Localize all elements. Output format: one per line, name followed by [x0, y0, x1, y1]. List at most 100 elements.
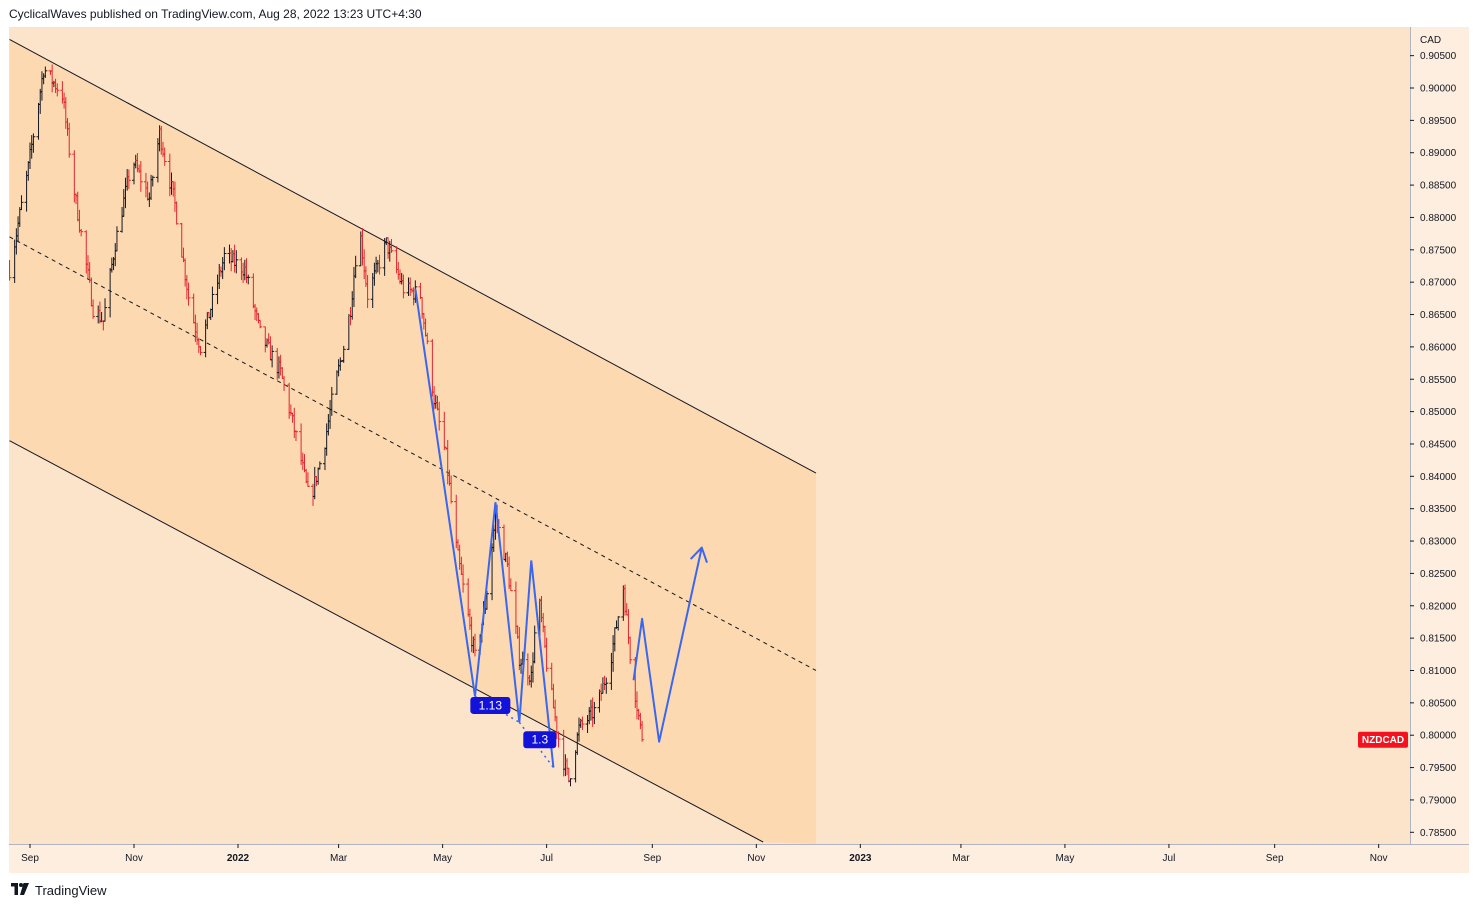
- ohlc-bar: [270, 345, 275, 368]
- tradingview-logo-icon: [11, 883, 29, 895]
- y-tick-label: 0.79000: [1420, 795, 1457, 806]
- wave-pattern-line: [414, 288, 555, 768]
- x-tick-label: Nov: [125, 853, 143, 864]
- x-tick-label: Sep: [1266, 853, 1284, 864]
- x-tick-label: May: [433, 853, 452, 864]
- ohlc-bar: [186, 282, 191, 306]
- ohlc-bar: [484, 590, 489, 610]
- ohlc-bar: [389, 238, 394, 253]
- ohlc-bar: [640, 720, 645, 742]
- y-tick-label: 0.88000: [1420, 213, 1457, 224]
- fib-label-box: [470, 696, 511, 714]
- fib-label: 1.3: [523, 731, 557, 749]
- y-tick-label: 0.79500: [1420, 763, 1457, 774]
- ohlc-bar: [604, 677, 609, 694]
- y-tick-label: 0.82000: [1420, 601, 1457, 612]
- chart-area[interactable]: 1.13 1.3 CAD 0.90500 0.90000 0.89500 0.89000 0.…: [9, 27, 1469, 873]
- footer-brand-label: TradingView: [35, 882, 107, 898]
- ohlc-bar: [556, 731, 561, 748]
- ohlc-bar: [449, 475, 454, 504]
- projection-path-line: [632, 547, 703, 743]
- y-tick-label: 0.84000: [1420, 472, 1457, 483]
- y-tick-label: 0.87000: [1420, 278, 1457, 289]
- ohlc-bar: [9, 259, 12, 281]
- ohlc-bar: [222, 247, 227, 271]
- ohlc-bar: [258, 319, 263, 329]
- ohlc-bar: [473, 633, 478, 657]
- ohlc-bar: [282, 375, 287, 391]
- ohlc-bar: [377, 254, 382, 275]
- x-tick-label: 2023: [849, 853, 872, 864]
- ohlc-bar: [126, 169, 131, 190]
- ohlc-bar: [532, 625, 537, 664]
- ohlc-bar: [580, 716, 585, 731]
- ohlc-bar: [114, 226, 119, 252]
- ohlc-bar: [79, 228, 84, 237]
- y-tick-label: 0.90000: [1420, 84, 1457, 95]
- ohlc-bar: [317, 461, 322, 470]
- y-tick-label: 0.90500: [1420, 51, 1457, 62]
- ohlc-bar: [592, 701, 597, 725]
- ohlc-bar: [353, 255, 358, 279]
- x-tick-label: Nov: [1370, 853, 1388, 864]
- symbol-price-badge: NZDCAD: [1358, 731, 1408, 748]
- ohlc-bar: [67, 122, 72, 158]
- channel-median-line: [9, 236, 817, 671]
- ohlc-bar: [138, 160, 143, 192]
- y-tick-label: 0.87500: [1420, 245, 1457, 256]
- ohlc-bar: [461, 564, 466, 593]
- ohlc-bar: [628, 636, 633, 664]
- x-tick-label: Mar: [952, 853, 970, 864]
- y-tick-label: 0.81500: [1420, 634, 1457, 645]
- x-tick-label: Jul: [540, 853, 553, 864]
- channel-lower-line: [9, 440, 764, 843]
- fib-label: 1.13: [470, 696, 511, 714]
- ohlc-bar: [103, 298, 108, 322]
- ohlc-bar: [365, 275, 370, 309]
- ohlc-bar: [341, 345, 346, 363]
- channel-upper-line: [9, 39, 817, 474]
- ohlc-bar: [329, 386, 334, 416]
- ohlc-bar: [293, 430, 298, 442]
- ohlc-bar: [508, 578, 513, 592]
- fib-label-text: 1.13: [479, 698, 503, 712]
- y-tick-label: 0.89500: [1420, 116, 1457, 127]
- y-tick-label: 0.89000: [1420, 148, 1457, 159]
- ohlc-bar: [198, 345, 203, 356]
- y-tick-label: 0.83000: [1420, 537, 1457, 548]
- currency-label: CAD: [1420, 35, 1441, 46]
- ohlc-bar: [162, 147, 167, 166]
- y-tick-label: 0.86500: [1420, 310, 1457, 321]
- x-tick-label: 2022: [227, 853, 250, 864]
- price-chart[interactable]: 1.13 1.3 CAD 0.90500 0.90000 0.89500 0.89000 0.…: [9, 27, 1469, 873]
- y-tick-label: 0.80500: [1420, 698, 1457, 709]
- symbol-badge-box: [1358, 731, 1408, 748]
- ohlc-bar: [31, 133, 36, 153]
- y-tick-label: 0.78500: [1420, 828, 1457, 839]
- y-tick-label: 0.80000: [1420, 731, 1457, 742]
- projection-arrowhead: [689, 546, 708, 563]
- ohlc-bar: [544, 637, 549, 672]
- ohlc-bar: [568, 778, 573, 787]
- x-tick-label: Mar: [330, 853, 348, 864]
- ohlc-bar: [91, 299, 96, 319]
- symbol-badge-text: NZDCAD: [1362, 735, 1404, 746]
- ohlc-bar: [150, 175, 155, 187]
- ohlc-bar: [305, 472, 310, 487]
- ohlc-bar: [401, 274, 406, 299]
- ohlc-bar: [210, 286, 215, 318]
- ohlc-bar: [234, 250, 239, 274]
- x-tick-label: Sep: [643, 853, 661, 864]
- y-tick-label: 0.85000: [1420, 407, 1457, 418]
- ohlc-bar: [174, 201, 179, 225]
- ohlc-bar: [437, 401, 442, 431]
- footer-brand[interactable]: TradingView: [10, 880, 107, 900]
- y-tick-label: 0.84500: [1420, 439, 1457, 450]
- y-tick-label: 0.85500: [1420, 375, 1457, 386]
- ohlc-bar: [19, 195, 24, 211]
- y-tick-label: 0.88500: [1420, 181, 1457, 192]
- y-tick-label: 0.82500: [1420, 569, 1457, 580]
- ohlc-bar: [616, 616, 621, 631]
- x-tick-label: May: [1055, 853, 1074, 864]
- ohlc-bar: [55, 83, 60, 97]
